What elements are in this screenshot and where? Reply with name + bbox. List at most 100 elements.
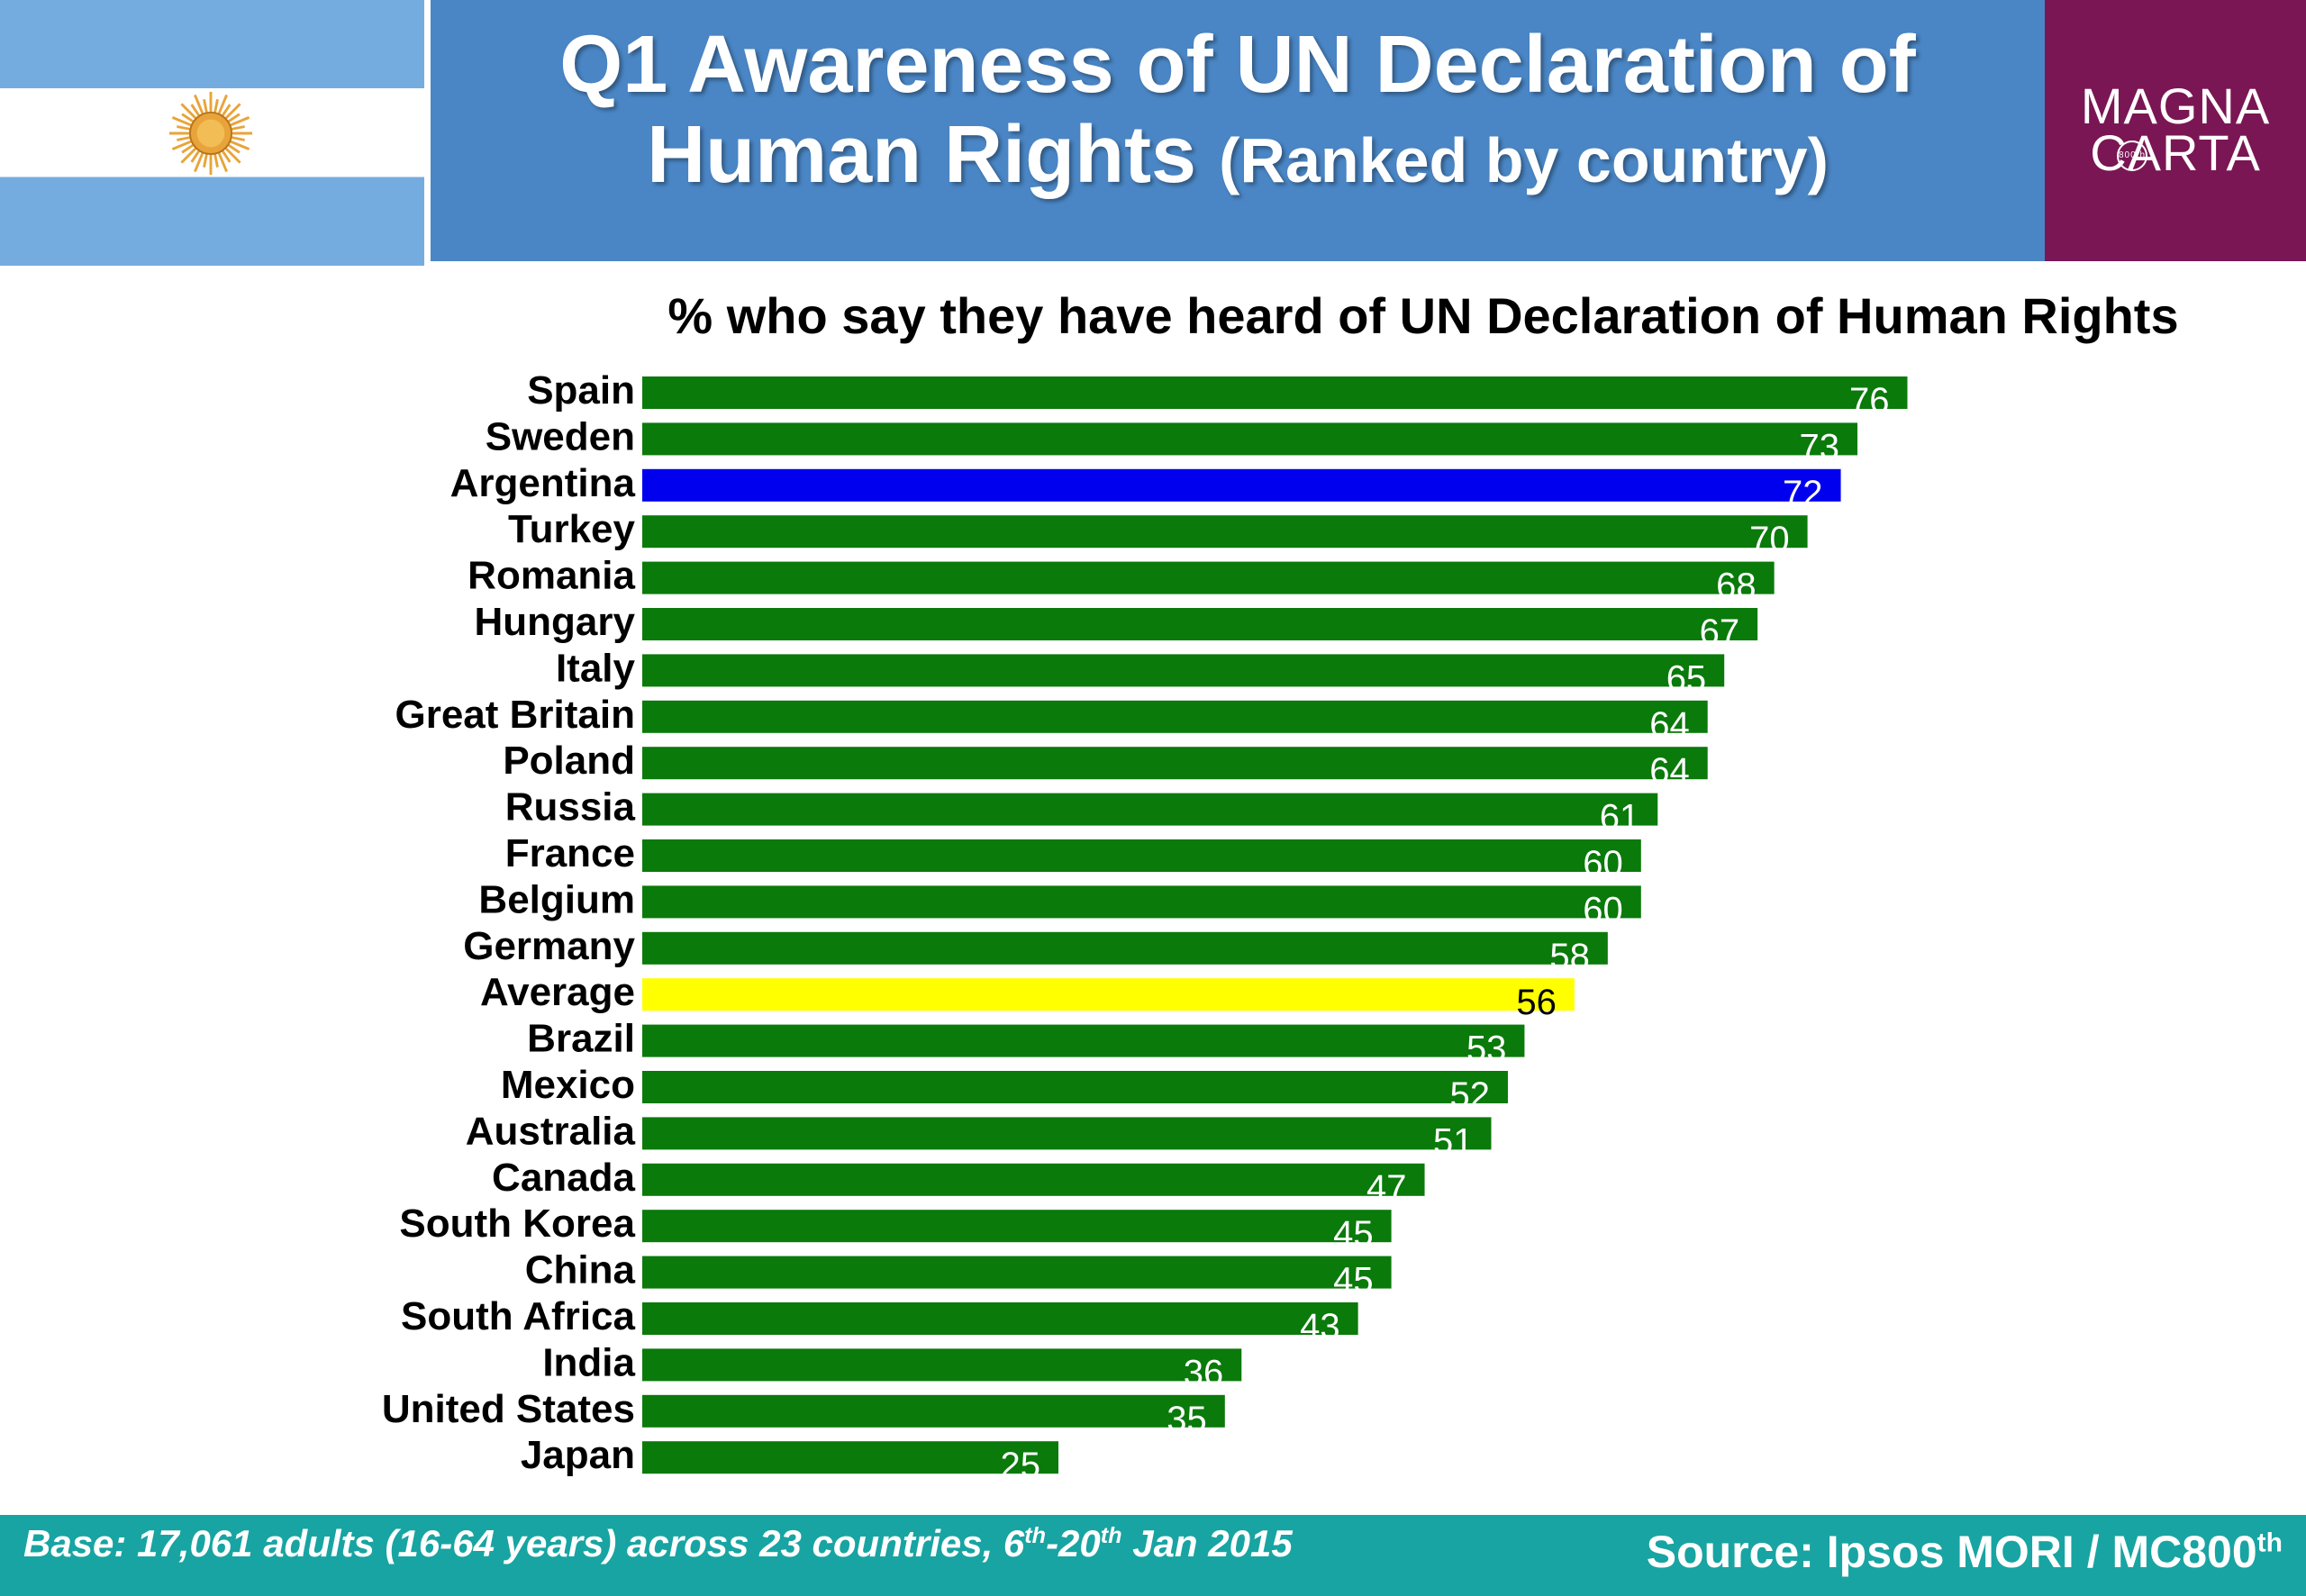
- sun-of-may-icon: [168, 91, 253, 176]
- title-line-2: Human Rights (Ranked by country): [431, 110, 2045, 205]
- category-label: Japan: [521, 1433, 635, 1477]
- category-label: Average: [480, 970, 635, 1014]
- sun-ray: [227, 116, 250, 128]
- value-label: 72: [1783, 474, 1823, 513]
- bar-australia: [642, 1117, 1492, 1150]
- bar-hungary: [642, 608, 1758, 640]
- argentina-flag: [0, 0, 428, 266]
- category-label: China: [525, 1248, 636, 1292]
- source-text: Source: Ipsos MORI / MC800: [1646, 1527, 2257, 1577]
- logo-line-2: CARTA: [2090, 124, 2261, 181]
- value-label: 36: [1184, 1353, 1224, 1392]
- bar-canada: [642, 1163, 1425, 1196]
- value-label: 68: [1716, 567, 1757, 606]
- sun-ray: [194, 150, 205, 173]
- bar-germany: [642, 931, 1608, 965]
- sun-ray: [203, 99, 209, 115]
- value-label: 58: [1549, 937, 1590, 976]
- category-label: Belgium: [478, 877, 635, 921]
- title-line-1: Q1 Awareness of UN Declaration of: [559, 20, 1916, 110]
- page-title: Q1 Awareness of UN Declaration of Human …: [431, 20, 2045, 205]
- category-label: Australia: [466, 1109, 636, 1153]
- bar-average: [642, 978, 1575, 1011]
- sun-ray: [213, 151, 219, 168]
- bar-japan: [642, 1441, 1058, 1474]
- value-label: 64: [1649, 705, 1690, 745]
- category-label: Russia: [505, 785, 636, 830]
- category-label: Germany: [463, 924, 635, 968]
- sun-ray: [229, 135, 245, 141]
- category-label: Canada: [492, 1156, 635, 1200]
- value-label: 64: [1649, 751, 1690, 791]
- sun-ray: [222, 103, 241, 122]
- base-prefix: Base: 17,061 adults (16-64 years) across…: [23, 1522, 1025, 1564]
- bar-mexico: [642, 1071, 1508, 1103]
- bar-italy: [642, 654, 1725, 687]
- category-label: Hungary: [475, 600, 636, 644]
- category-label: Argentina: [450, 461, 636, 505]
- sun-ray: [180, 103, 199, 122]
- value-label: 45: [1333, 1214, 1374, 1254]
- bar-united-states: [642, 1394, 1225, 1428]
- bar-poland: [642, 747, 1708, 780]
- sun-ray: [203, 151, 209, 168]
- footer-bar: Base: 17,061 adults (16-64 years) across…: [0, 1515, 2306, 1596]
- sun-ray: [180, 145, 199, 164]
- value-label: 35: [1167, 1400, 1207, 1439]
- value-label: 60: [1583, 844, 1623, 884]
- value-label: 60: [1583, 890, 1623, 929]
- logo-line-1: MAGNA: [2080, 77, 2271, 134]
- category-label: Great Britain: [395, 693, 635, 737]
- sun-ray: [190, 104, 202, 119]
- magna-carta-logo: MAGNA CARTA 800th: [2045, 0, 2306, 261]
- value-label: 65: [1666, 658, 1707, 698]
- sun-ray: [181, 142, 196, 154]
- category-label: South Africa: [401, 1294, 635, 1338]
- bar-south-africa: [642, 1302, 1358, 1335]
- category-label: India: [542, 1340, 635, 1384]
- bar-russia: [642, 793, 1658, 826]
- category-label: Poland: [503, 739, 635, 783]
- value-label: 51: [1433, 1121, 1474, 1161]
- value-label: 67: [1700, 612, 1740, 652]
- logo-text: MAGNA CARTA 800th: [2045, 77, 2306, 181]
- value-label: 25: [1001, 1446, 1041, 1485]
- category-label: United States: [382, 1387, 635, 1431]
- value-label: 43: [1300, 1307, 1340, 1347]
- sun-ray: [177, 125, 193, 131]
- title-main: Human Rights: [647, 110, 1197, 200]
- category-label: Mexico: [501, 1063, 635, 1107]
- sun-ray: [171, 116, 195, 128]
- bar-france: [642, 839, 1641, 872]
- value-label: 56: [1516, 983, 1557, 1022]
- category-label: Spain: [527, 368, 635, 413]
- bar-belgium: [642, 885, 1641, 919]
- category-label: South Korea: [399, 1202, 635, 1246]
- sun-ray: [171, 139, 195, 150]
- category-label: Turkey: [508, 507, 636, 551]
- bar-romania: [642, 561, 1775, 594]
- sun-ray: [216, 94, 228, 117]
- category-label: Romania: [468, 554, 635, 598]
- value-label: 53: [1466, 1029, 1507, 1069]
- sun-ray: [213, 99, 219, 115]
- category-label: Italy: [556, 646, 636, 690]
- base-sup-1: th: [1024, 1523, 1047, 1548]
- bar-india: [642, 1348, 1242, 1382]
- bar-turkey: [642, 515, 1808, 549]
- value-label: 73: [1800, 427, 1840, 467]
- sun-ray: [216, 150, 228, 173]
- category-label: France: [505, 831, 635, 875]
- sun-ray: [181, 113, 196, 124]
- base-note: Base: 17,061 adults (16-64 years) across…: [23, 1522, 1293, 1565]
- sun-ray: [227, 139, 250, 150]
- title-band: Q1 Awareness of UN Declaration of Human …: [431, 0, 2045, 261]
- bar-argentina: [642, 468, 1841, 502]
- value-label: 45: [1333, 1261, 1374, 1301]
- bar-brazil: [642, 1024, 1525, 1057]
- value-label: 52: [1449, 1075, 1490, 1115]
- source-note: Source: Ipsos MORI / MC800th: [1647, 1526, 2283, 1578]
- chart-subtitle: % who say they have heard of UN Declarat…: [667, 287, 2179, 344]
- category-label: Sweden: [486, 414, 635, 458]
- bar-chart: Spain 76 Sweden 73 Argentina 72 Turkey 70 Romani…: [382, 368, 1908, 1485]
